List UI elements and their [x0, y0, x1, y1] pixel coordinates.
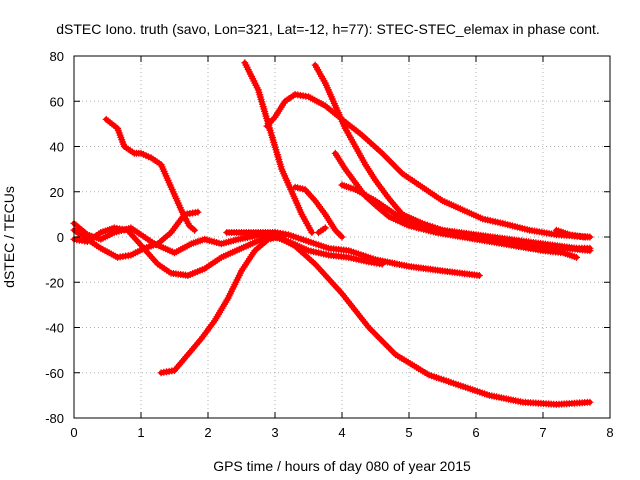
series-markers — [315, 224, 329, 236]
series-markers — [223, 229, 289, 239]
y-tick-label: 20 — [50, 185, 64, 200]
y-tick-label: 60 — [50, 94, 64, 109]
series-markers — [311, 61, 594, 255]
series-arc-7 — [241, 59, 316, 236]
x-tick-label: 5 — [405, 425, 412, 440]
y-tick-label: -60 — [45, 366, 64, 381]
x-tick-label: 6 — [472, 425, 479, 440]
series-arc-4 — [70, 224, 483, 279]
y-tick-label: 0 — [57, 230, 64, 245]
data-series — [70, 59, 594, 408]
y-tick-label: -20 — [45, 275, 64, 290]
y-axis-ticks: -80 -60 -40 -20 0 20 40 60 80 — [45, 49, 610, 426]
series-line — [264, 92, 593, 240]
x-tick-label: 2 — [204, 425, 211, 440]
x-tick-label: 8 — [606, 425, 613, 440]
series-arc-10 — [315, 224, 329, 236]
series-arc-8 — [263, 91, 594, 241]
series-line — [312, 62, 593, 254]
series-markers — [241, 59, 316, 236]
y-tick-label: -80 — [45, 411, 64, 426]
series-markers — [291, 183, 346, 241]
y-tick-label: -40 — [45, 321, 64, 336]
x-axis-ticks: 0 1 2 3 4 5 6 7 8 — [70, 56, 614, 440]
series-markers — [263, 91, 594, 241]
x-tick-label: 0 — [70, 425, 77, 440]
chart-title: dSTEC Iono. truth (savo, Lon=321, Lat=-1… — [56, 21, 600, 37]
y-tick-label: 40 — [50, 140, 64, 155]
x-tick-label: 1 — [137, 425, 144, 440]
series-markers — [157, 233, 594, 408]
series-arc-12 — [331, 149, 580, 261]
x-tick-label: 7 — [539, 425, 546, 440]
series-line — [316, 225, 328, 235]
series-arc-9 — [291, 183, 346, 241]
series-arc-13 — [338, 181, 594, 252]
x-axis-label: GPS time / hours of day 080 of year 2015 — [213, 458, 471, 474]
series-arc-6 — [223, 229, 289, 239]
series-markers — [102, 115, 199, 234]
y-axis-label: dSTEC / TECUs — [1, 186, 17, 288]
series-arc-11 — [311, 61, 594, 255]
series-markers — [552, 226, 594, 241]
series-arc-5 — [157, 233, 594, 408]
y-tick-label: 80 — [50, 49, 64, 64]
x-tick-label: 4 — [338, 425, 345, 440]
x-tick-label: 3 — [271, 425, 278, 440]
series-markers — [338, 181, 594, 252]
series-arc-14 — [552, 226, 594, 241]
